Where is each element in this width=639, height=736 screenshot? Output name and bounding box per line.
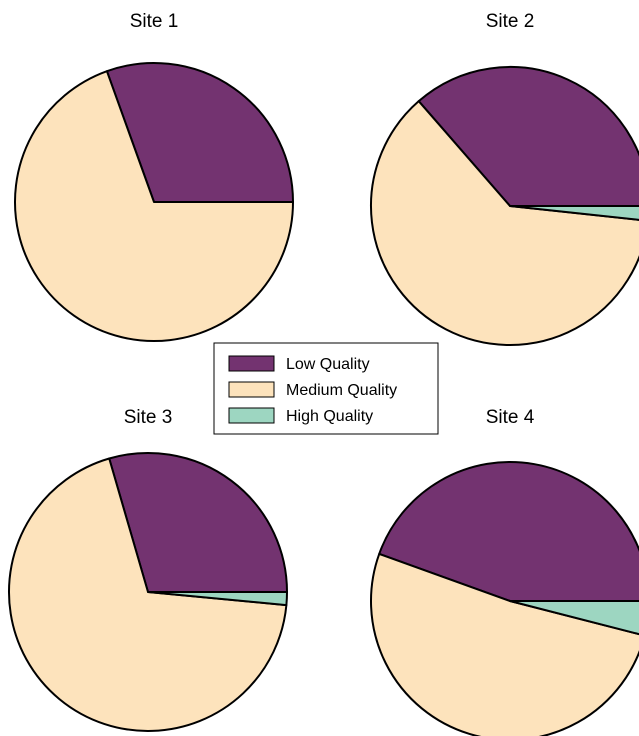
legend-swatch-medium xyxy=(228,381,275,398)
pie-slice-low xyxy=(105,62,294,203)
pie-title: Site 2 xyxy=(486,11,535,32)
legend-swatch-low xyxy=(228,355,275,372)
pie-site-4: Site 4 xyxy=(370,407,639,736)
legend-label-low: Low Quality xyxy=(286,356,370,373)
pie-slice-low xyxy=(378,461,639,602)
pie-site-3: Site 3 xyxy=(8,407,288,732)
pie-title: Site 1 xyxy=(130,11,179,32)
pie-slice-low xyxy=(108,452,288,593)
legend-label-high: High Quality xyxy=(286,408,373,425)
pie-slice-medium xyxy=(8,457,288,732)
legend-label-medium: Medium Quality xyxy=(286,382,397,399)
pie-title: Site 3 xyxy=(124,407,173,428)
pie-slice-medium xyxy=(370,100,639,346)
legend-swatch-high xyxy=(228,407,275,424)
pies-group: Site 1 Site 2 Site 3 Site 4 xyxy=(8,11,639,736)
pie-slice-low xyxy=(417,66,639,207)
pie-title: Site 4 xyxy=(486,407,535,428)
pie-slice-medium xyxy=(14,70,294,342)
pie-site-1: Site 1 xyxy=(14,11,294,342)
pie-slice-high xyxy=(509,600,639,636)
pie-slice-high xyxy=(147,591,288,607)
pie-slice-medium xyxy=(370,552,639,736)
pie-slice-high xyxy=(509,205,639,221)
legend: Low Quality Medium Quality High Quality xyxy=(213,342,439,435)
pie-site-2: Site 2 xyxy=(370,11,639,346)
